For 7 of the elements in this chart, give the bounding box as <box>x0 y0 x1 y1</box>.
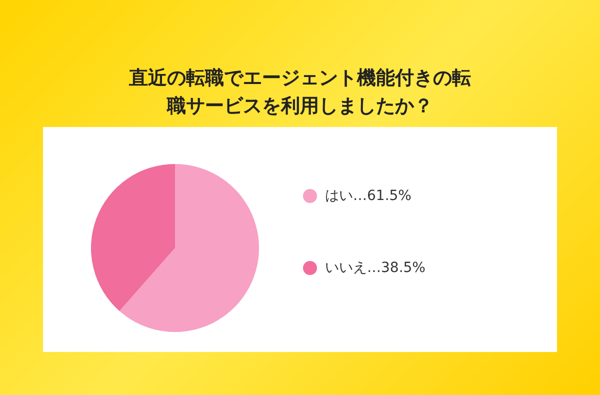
data-label: …61.5% <box>353 188 412 204</box>
pie-slice <box>119 164 259 332</box>
legend-label: はい <box>325 188 353 204</box>
pie-slice <box>91 164 175 312</box>
legend-label: いいえ <box>325 260 367 276</box>
chart-title: 直近の転職でエージェント機能付きの転職サービスを利用しましたか？ <box>128 66 472 119</box>
data-label: …38.5% <box>367 260 426 276</box>
